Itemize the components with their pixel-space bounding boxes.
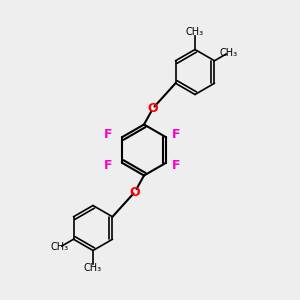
Text: CH₃: CH₃ [50,242,68,253]
Text: O: O [130,185,140,199]
Text: O: O [148,101,158,115]
Text: F: F [104,128,113,141]
Text: F: F [172,159,181,172]
Text: CH₃: CH₃ [186,27,204,37]
Text: F: F [172,128,181,141]
Text: CH₃: CH₃ [84,263,102,273]
Text: F: F [104,159,113,172]
Text: CH₃: CH₃ [220,47,238,58]
